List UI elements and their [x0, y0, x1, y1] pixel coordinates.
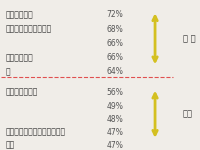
Text: 48%: 48%: [107, 115, 124, 124]
Text: 車内: 車内: [183, 110, 193, 119]
Text: る車のリモートコントロール: る車のリモートコントロール: [5, 128, 65, 137]
Text: 47%: 47%: [107, 128, 124, 137]
Text: 64%: 64%: [107, 67, 124, 76]
Text: 72%: 72%: [107, 10, 124, 19]
Text: 66%: 66%: [107, 39, 124, 48]
Text: 49%: 49%: [107, 102, 124, 111]
Text: ディスプレイ: ディスプレイ: [5, 53, 33, 62]
Text: 47%: 47%: [107, 141, 124, 150]
Text: クルーズコントロール: クルーズコントロール: [5, 25, 52, 34]
Text: ア ク: ア ク: [183, 34, 195, 43]
Text: 緩和システム: 緩和システム: [5, 10, 33, 19]
Text: 56%: 56%: [107, 88, 124, 97]
Text: ワイヤレス充電: ワイヤレス充電: [5, 88, 38, 97]
Text: 認識: 認識: [5, 141, 15, 150]
Text: 68%: 68%: [107, 25, 124, 34]
Text: 66%: 66%: [107, 53, 124, 62]
Text: ム: ム: [5, 67, 10, 76]
